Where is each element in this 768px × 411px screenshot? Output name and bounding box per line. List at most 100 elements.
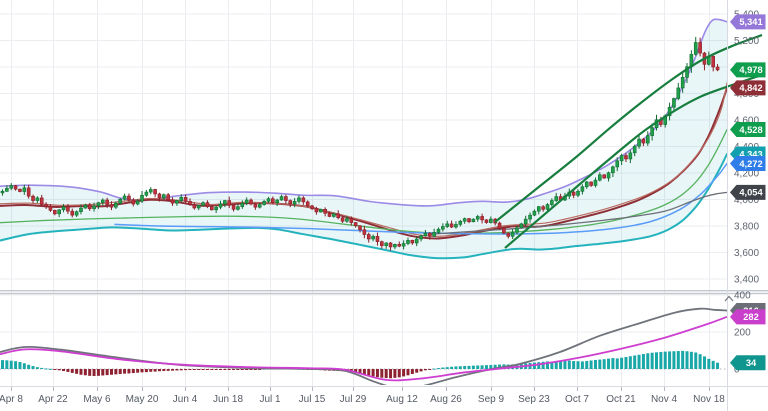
histogram-bar <box>576 361 580 369</box>
time-tick-label: Oct 7 <box>565 394 589 405</box>
candle-body <box>22 187 27 192</box>
candle-body <box>419 235 423 240</box>
candle-body <box>606 172 611 179</box>
histogram-bar <box>458 366 462 369</box>
histogram-bar <box>188 369 192 370</box>
candle-body <box>79 207 83 212</box>
time-tick-label: Nov 4 <box>651 394 678 405</box>
candle-body <box>462 218 467 222</box>
pane-collapse-icon[interactable] <box>724 295 734 302</box>
time-tick-label: Apr 22 <box>38 394 68 405</box>
histogram-bar <box>550 361 554 369</box>
histogram-bar <box>432 368 436 370</box>
candle-body <box>554 196 559 201</box>
histogram-bar <box>157 369 161 372</box>
histogram-bar <box>14 361 18 369</box>
candle-body <box>667 106 672 117</box>
candle-body <box>44 204 48 207</box>
histogram-bar <box>214 369 218 370</box>
histogram-bar <box>463 366 467 369</box>
pane-separator <box>0 290 768 292</box>
histogram-bar <box>659 351 663 369</box>
oscillator-pane <box>0 307 727 385</box>
candle-body <box>406 240 410 244</box>
indicator-magenta-line <box>0 315 727 382</box>
grid-layer <box>0 0 727 386</box>
price-label-blue-ma: 4,272 <box>730 155 766 171</box>
candle-body <box>279 196 284 201</box>
candle-body <box>13 185 18 190</box>
candle-body <box>593 179 598 186</box>
candle-body <box>584 181 589 188</box>
candle-body <box>475 216 480 220</box>
candle-body <box>70 210 75 216</box>
candle-body <box>131 199 136 205</box>
time-axis[interactable]: Apr 8 Apr 22 May 6 May 20 Jun 4 Jun 18 Jul 1 Ju… <box>0 387 725 405</box>
histogram-bar <box>62 369 66 372</box>
candle-body <box>436 228 441 233</box>
candle-body <box>414 238 419 244</box>
histogram-bar <box>380 369 384 378</box>
candle-body <box>301 197 306 203</box>
candle-body <box>693 42 698 55</box>
candle-body <box>480 216 484 221</box>
price-tick-label: 3,600 <box>734 248 759 259</box>
histogram-bar <box>131 369 135 374</box>
histogram-bar <box>140 369 144 373</box>
histogram-bar <box>672 351 676 369</box>
price-tag-shape <box>730 309 766 325</box>
price-label-bollinger-upper: 5,341 <box>730 14 766 30</box>
candle-body <box>393 243 397 248</box>
candle-body <box>48 206 53 211</box>
candle-body <box>715 66 720 71</box>
candle-body <box>205 202 210 207</box>
candle-body <box>262 201 266 205</box>
histogram-bar <box>471 365 475 369</box>
price-tag-text: 34 <box>746 358 757 368</box>
histogram-bar <box>650 352 654 369</box>
oscillator-tick-label: 200 <box>734 328 751 339</box>
candle-body <box>183 197 188 202</box>
candle-body <box>711 56 715 68</box>
price-tag-shape <box>730 80 766 96</box>
histogram-bar <box>18 361 22 369</box>
histogram-bar <box>210 369 214 370</box>
candle-body <box>87 204 92 210</box>
candle-body <box>26 187 31 197</box>
price-scale[interactable]: 5,4005,2005,0004,8004,6004,4004,2004,000… <box>730 10 766 376</box>
histogram-bar <box>620 357 624 369</box>
candle-body <box>244 199 249 204</box>
histogram-bar <box>480 365 484 369</box>
price-tag-text: 4,054 <box>739 188 763 198</box>
histogram-bar <box>9 360 13 369</box>
trend-channel-upper-line <box>494 34 763 223</box>
trend-channel-lower-line <box>504 73 763 249</box>
candle-body <box>489 218 493 223</box>
candle-body <box>345 218 349 222</box>
histogram-bar <box>663 351 667 369</box>
candle-body <box>310 205 314 209</box>
histogram-bar <box>702 356 706 369</box>
histogram-bar <box>205 369 209 370</box>
candle-body <box>31 195 35 201</box>
candle-body <box>685 66 689 78</box>
histogram-bar <box>541 361 545 369</box>
histogram-bar <box>559 360 563 369</box>
price-tag-text: 4,978 <box>739 65 762 75</box>
candle-body <box>284 196 288 201</box>
histogram-bar <box>375 369 379 378</box>
candle-body <box>249 199 253 205</box>
price-label-red-ma: 4,842 <box>730 80 766 96</box>
candle-body <box>201 202 205 206</box>
candle-body <box>314 208 319 213</box>
histogram-bar <box>711 360 715 369</box>
candle-body <box>589 181 593 186</box>
histogram-bar <box>179 369 183 371</box>
candle-body <box>497 222 502 229</box>
histogram-bar <box>611 358 615 369</box>
histogram-bar <box>572 361 576 369</box>
candle-body <box>672 98 676 108</box>
candle-body <box>506 232 511 237</box>
